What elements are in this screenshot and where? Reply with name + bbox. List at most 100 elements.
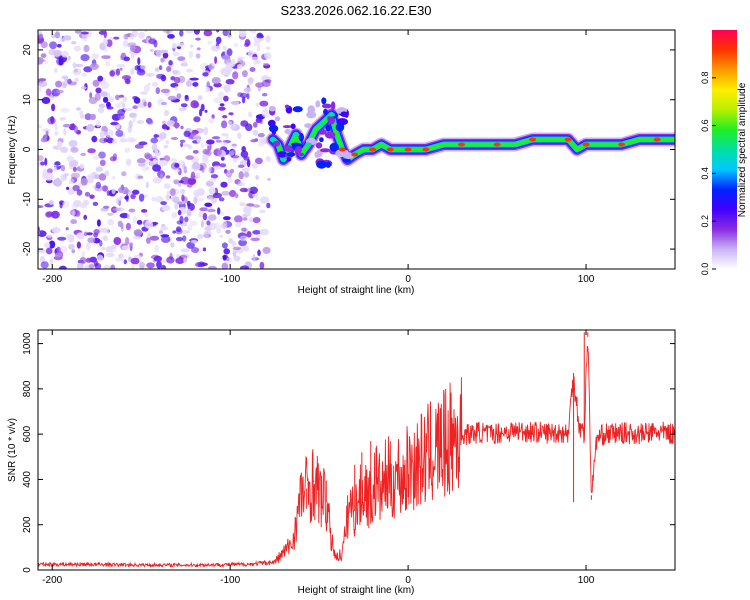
x-tick-label: -100 <box>220 274 240 285</box>
noise-blob <box>158 159 168 167</box>
noise-blob <box>236 64 243 70</box>
noise-blob <box>137 175 144 179</box>
noise-blob <box>140 91 148 95</box>
snr-y-ticks: 0 200 400 600 800 1000 <box>22 332 675 573</box>
noise-blob <box>121 245 130 251</box>
noise-blob <box>238 30 247 38</box>
noise-blob <box>119 187 123 194</box>
noise-blob <box>169 188 176 197</box>
noise-blob <box>240 265 249 269</box>
noise-blob <box>176 226 182 233</box>
noise-blob <box>248 111 253 118</box>
noise-blob <box>221 262 229 269</box>
ridge-blob <box>282 125 292 129</box>
noise-blob <box>232 246 242 251</box>
noise-blob <box>196 138 201 144</box>
noise-blob <box>53 166 57 172</box>
noise-blob <box>181 230 191 234</box>
noise-blob <box>86 232 93 236</box>
noise-blob <box>68 243 75 250</box>
noise-blob <box>204 202 213 207</box>
noise-blob <box>213 45 222 51</box>
noise-blob <box>192 150 199 154</box>
noise-blob <box>252 230 261 235</box>
noise-blob <box>242 213 248 218</box>
noise-blob <box>261 93 268 97</box>
noise-blob <box>234 221 242 228</box>
noise-blob <box>123 56 130 62</box>
noise-blob <box>133 229 143 237</box>
ridge-blob <box>321 103 332 109</box>
colorbar-tick-label: 0.2 <box>700 215 710 228</box>
noise-blob <box>207 265 218 269</box>
noise-blob <box>200 142 205 149</box>
noise-blob <box>257 133 265 138</box>
noise-blob <box>97 75 104 82</box>
colorbar-ticks: 0.0 0.2 0.4 0.6 0.8 <box>700 72 716 275</box>
noise-blob <box>180 125 184 130</box>
noise-blob <box>132 215 138 224</box>
noise-blob <box>54 123 58 132</box>
noise-blob <box>101 55 111 59</box>
noise-blob <box>155 87 160 95</box>
noise-blob <box>40 41 48 49</box>
noise-blob <box>226 48 233 57</box>
y-tick-label: 10 <box>22 94 33 106</box>
y-tick-label: 0 <box>22 567 33 573</box>
noise-blob <box>123 33 129 40</box>
noise-blob <box>72 166 77 172</box>
noise-blob <box>238 171 244 180</box>
noise-blob <box>264 79 272 83</box>
ridge-hotspot <box>305 142 312 147</box>
ridge-hotspot <box>386 147 394 152</box>
ridge-blob <box>269 124 279 133</box>
noise-blob <box>222 221 228 229</box>
noise-blob <box>199 207 208 212</box>
noise-blob <box>225 78 235 85</box>
ridge-blob <box>330 101 336 111</box>
noise-blob <box>162 120 166 125</box>
spectrogram-x-label: Height of straight line (km) <box>298 285 415 296</box>
noise-blob <box>219 103 225 107</box>
noise-blob <box>62 123 71 128</box>
noise-blob <box>70 172 80 179</box>
noise-blob <box>242 70 248 78</box>
noise-blob <box>237 132 242 139</box>
noise-blob <box>183 130 191 137</box>
noise-blob <box>264 52 272 60</box>
noise-blob <box>162 52 169 59</box>
y-tick-label: 1000 <box>22 332 33 355</box>
ridge-blob <box>272 140 281 147</box>
noise-blob <box>255 175 259 180</box>
noise-blob <box>89 92 93 99</box>
noise-blob <box>255 102 259 107</box>
noise-blob <box>166 30 170 35</box>
spectrogram-y-label: Frequency (Hz) <box>7 116 18 185</box>
noise-blob <box>110 264 116 269</box>
noise-blob <box>163 155 171 162</box>
noise-blob <box>130 193 136 200</box>
noise-blob <box>125 237 130 245</box>
noise-blob <box>38 81 48 87</box>
noise-blob <box>161 205 171 212</box>
colorbar-tick-label: 0.6 <box>700 119 710 132</box>
noise-blob <box>96 254 104 262</box>
noise-blob <box>115 68 121 76</box>
noise-blob <box>172 196 180 204</box>
noise-blob <box>100 81 110 89</box>
noise-blob <box>239 235 248 242</box>
noise-blob <box>151 196 156 202</box>
noise-blob <box>263 62 269 66</box>
noise-blob <box>146 119 154 125</box>
noise-blob <box>183 143 191 148</box>
noise-blob <box>229 123 237 130</box>
noise-blob <box>179 139 186 143</box>
noise-blob <box>137 57 141 65</box>
noise-blob <box>38 230 41 236</box>
noise-blob <box>163 183 171 189</box>
ridge-blob <box>307 105 316 114</box>
noise-blob <box>127 42 137 48</box>
snr-panel: -200 -100 0 100 0 200 400 600 800 1000 Height of… <box>7 329 676 596</box>
figure-title: S233.2026.062.16.22.E30 <box>280 3 431 18</box>
